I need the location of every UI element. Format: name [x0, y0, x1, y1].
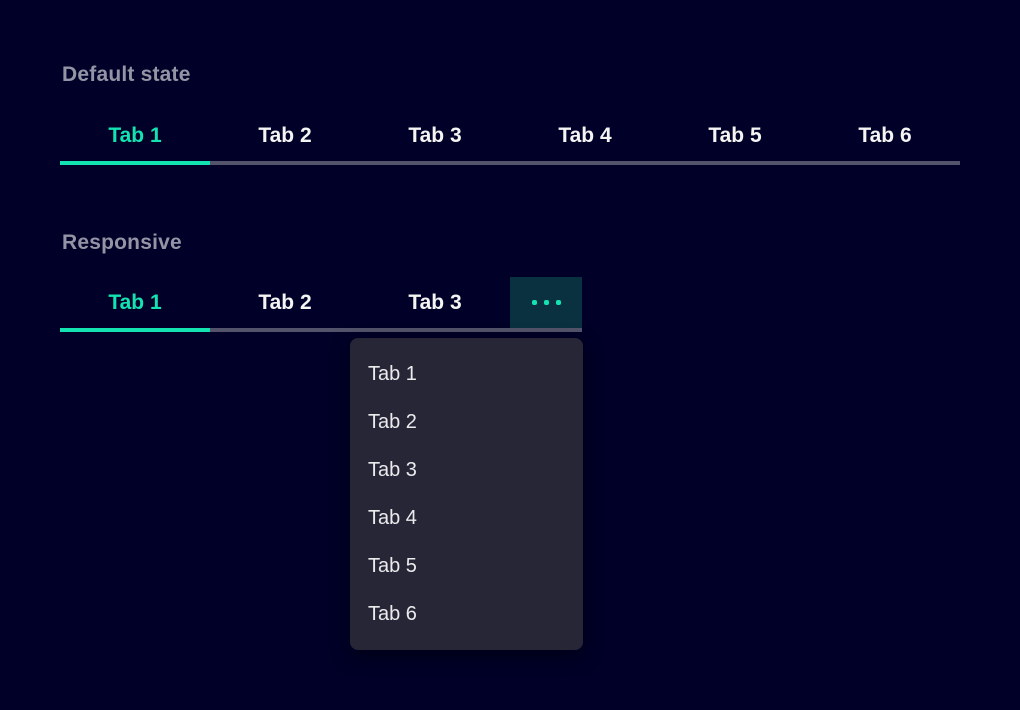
tab-responsive-2[interactable]: Tab 2	[258, 291, 312, 314]
tab-default-3[interactable]: Tab 3	[408, 124, 462, 147]
ellipsis-icon	[531, 300, 561, 305]
tab-default-1[interactable]: Tab 1	[108, 124, 162, 147]
dropdown-item-tab-2[interactable]: Tab 2	[368, 411, 417, 433]
tab-default-5[interactable]: Tab 5	[708, 124, 762, 147]
tab-responsive-1[interactable]: Tab 1	[108, 291, 162, 314]
tab-default-4[interactable]: Tab 4	[558, 124, 612, 147]
dropdown-item-tab-6[interactable]: Tab 6	[368, 603, 417, 625]
dropdown-item-tab-4[interactable]: Tab 4	[368, 507, 417, 529]
active-tab-indicator	[60, 328, 210, 332]
tab-default-6[interactable]: Tab 6	[858, 124, 912, 147]
tab-responsive-3[interactable]: Tab 3	[408, 291, 462, 314]
default-tabs-row: Tab 1 Tab 2 Tab 3 Tab 4 Tab 5 Tab 6	[60, 110, 960, 161]
section-title-default-state: Default state	[62, 63, 191, 86]
active-tab-indicator	[60, 161, 210, 165]
tab-underline-track	[60, 161, 960, 165]
section-title-responsive: Responsive	[62, 231, 182, 254]
responsive-tab-bar: Tab 1 Tab 2 Tab 3	[60, 277, 582, 332]
responsive-tabs-row: Tab 1 Tab 2 Tab 3	[60, 277, 582, 328]
tab-default-2[interactable]: Tab 2	[258, 124, 312, 147]
overflow-dropdown-menu: Tab 1 Tab 2 Tab 3 Tab 4 Tab 5 Tab 6	[350, 338, 583, 650]
tab-overflow-button[interactable]	[510, 277, 582, 328]
tab-underline-track	[60, 328, 582, 332]
dropdown-item-tab-1[interactable]: Tab 1	[368, 363, 417, 385]
dropdown-item-tab-5[interactable]: Tab 5	[368, 555, 417, 577]
default-tab-bar: Tab 1 Tab 2 Tab 3 Tab 4 Tab 5 Tab 6	[60, 110, 960, 165]
dropdown-item-tab-3[interactable]: Tab 3	[368, 459, 417, 481]
